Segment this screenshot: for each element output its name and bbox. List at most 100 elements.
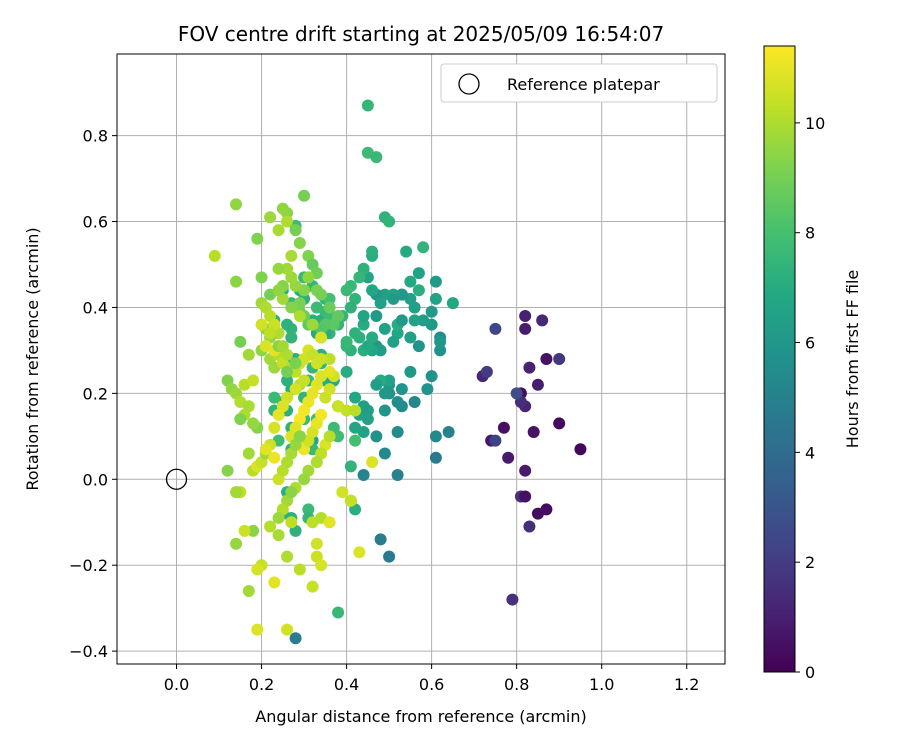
- data-point: [242, 400, 255, 413]
- axes-frame: [116, 53, 726, 665]
- data-point: [519, 464, 532, 477]
- data-point: [370, 430, 383, 443]
- data-point: [323, 516, 336, 529]
- plot-frame: [116, 53, 726, 665]
- data-point: [370, 151, 383, 164]
- data-point: [391, 468, 404, 481]
- data-point: [247, 524, 260, 537]
- data-point: [383, 215, 396, 228]
- chart-title: FOV centre drift starting at 2025/05/09 …: [178, 22, 664, 46]
- data-point: [349, 421, 362, 434]
- data-point: [340, 335, 353, 348]
- data-point: [298, 374, 311, 387]
- data-point: [238, 524, 251, 537]
- data-point: [540, 503, 553, 516]
- colorbar-tick-label: 4: [805, 443, 815, 462]
- data-point: [264, 327, 277, 340]
- data-point: [268, 451, 281, 464]
- data-point: [374, 533, 387, 546]
- y-tick-label: −0.4: [69, 642, 108, 661]
- data-point: [315, 288, 328, 301]
- colorbar-tick-label: 8: [805, 224, 815, 243]
- data-point: [315, 331, 328, 344]
- y-tick-label: −0.2: [69, 556, 108, 575]
- x-tick-label: 0.2: [249, 675, 274, 694]
- data-point: [344, 494, 357, 507]
- x-tick-label: 0.0: [164, 675, 189, 694]
- colorbar-tick-label: 2: [805, 553, 815, 572]
- data-point: [391, 426, 404, 439]
- data-point: [357, 310, 370, 323]
- data-point: [421, 383, 434, 396]
- x-tick-label: 1.0: [589, 675, 614, 694]
- scatter-points: [165, 99, 587, 645]
- data-point: [247, 417, 260, 430]
- data-point: [408, 301, 421, 314]
- data-point: [281, 262, 294, 275]
- data-point: [391, 395, 404, 408]
- data-point: [412, 284, 425, 297]
- data-point: [361, 404, 374, 417]
- x-tick-label: 1.2: [674, 675, 699, 694]
- data-point: [357, 318, 370, 331]
- data-point: [378, 447, 391, 460]
- x-tick-label: 0.4: [334, 675, 359, 694]
- data-point: [276, 202, 289, 215]
- data-point: [361, 340, 374, 353]
- data-point: [480, 365, 493, 378]
- data-point: [349, 327, 362, 340]
- data-point: [242, 348, 255, 361]
- data-point: [412, 340, 425, 353]
- data-point: [374, 297, 387, 310]
- data-point: [489, 322, 502, 335]
- data-point: [366, 456, 379, 469]
- data-point: [281, 365, 294, 378]
- data-point: [323, 430, 336, 443]
- data-point: [349, 391, 362, 404]
- data-point: [268, 421, 281, 434]
- colorbar-tick-label: 10: [805, 114, 825, 133]
- data-point: [370, 310, 383, 323]
- colorbar-ticks: 0 2 4 6 8 10: [795, 114, 825, 682]
- data-point: [327, 318, 340, 331]
- data-point: [264, 520, 277, 533]
- data-point: [247, 374, 260, 387]
- data-point: [429, 292, 442, 305]
- data-point: [323, 353, 336, 365]
- data-point: [255, 271, 268, 284]
- data-point: [425, 370, 438, 383]
- data-point: [251, 563, 264, 576]
- data-point: [383, 550, 396, 563]
- data-point: [298, 473, 311, 486]
- data-point: [417, 314, 430, 327]
- colorbar-gradient: [763, 45, 796, 673]
- data-point: [519, 322, 532, 335]
- data-point: [289, 224, 302, 237]
- data-point: [259, 443, 272, 456]
- data-point: [531, 378, 544, 391]
- y-axis-label: Rotation from reference (arcmin): [23, 227, 42, 490]
- data-point: [340, 404, 353, 417]
- data-point: [412, 267, 425, 280]
- data-point: [306, 580, 319, 593]
- data-point: [285, 486, 298, 499]
- data-point: [536, 314, 549, 327]
- data-point: [340, 284, 353, 297]
- data-point: [289, 357, 302, 370]
- data-point: [489, 434, 502, 447]
- data-point: [370, 378, 383, 391]
- data-point: [289, 383, 302, 396]
- data-point: [519, 310, 532, 323]
- data-point: [310, 456, 323, 469]
- data-point: [344, 301, 357, 314]
- data-point: [357, 468, 370, 481]
- data-point: [366, 245, 379, 258]
- data-point: [315, 353, 328, 365]
- colorbar: 0 2 4 6 8 10 Hours from first FF file: [763, 45, 862, 682]
- data-point: [298, 189, 311, 202]
- data-point: [251, 623, 264, 636]
- data-point: [553, 417, 566, 430]
- data-point: [361, 99, 374, 112]
- data-point: [242, 584, 255, 597]
